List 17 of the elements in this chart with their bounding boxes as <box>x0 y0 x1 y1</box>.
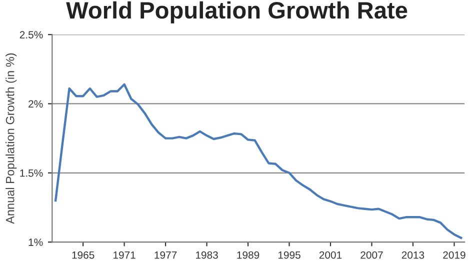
chart-title: World Population Growth Rate <box>66 1 408 24</box>
x-tick-label: 1977 <box>154 251 177 259</box>
x-tick-label: 1989 <box>237 251 260 259</box>
x-tick-label: 1971 <box>114 251 136 259</box>
x-tick-label: 1995 <box>278 251 300 259</box>
x-tick-label: 2007 <box>360 251 383 259</box>
y-tick-label: 2% <box>28 100 43 108</box>
y-tick-label: 1% <box>28 238 43 246</box>
x-tick-label: 2013 <box>402 251 424 259</box>
x-tick-label: 1983 <box>196 251 218 259</box>
y-axis-title: Annual Population Growth (in %) <box>6 53 17 224</box>
y-tick-label: 1.5% <box>20 169 43 177</box>
x-tick-label: 2001 <box>319 251 342 259</box>
line-series <box>54 83 462 240</box>
x-tick-label: 1965 <box>72 251 94 259</box>
y-tick-label: 2.5% <box>20 31 43 38</box>
x-tick-label: 2019 <box>443 251 466 259</box>
